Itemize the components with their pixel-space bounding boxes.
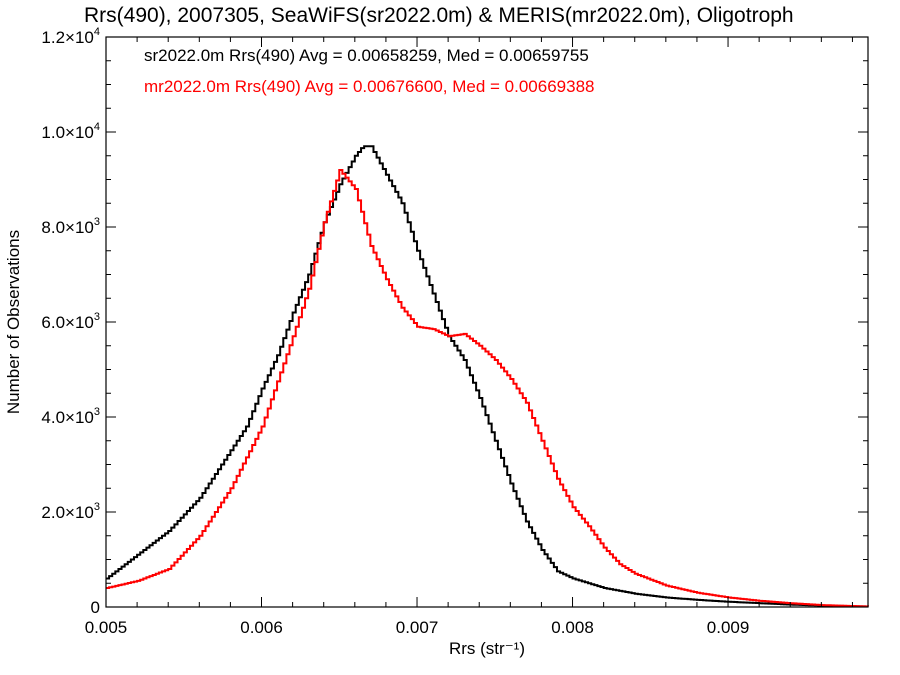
series-layer xyxy=(106,145,869,608)
legend-entry-sr2022: sr2022.0m Rrs(490) Avg = 0.00658259, Med… xyxy=(144,46,589,65)
tick-labels-layer: 0.005 0.006 0.007 0.008 0.009 0 2.0×103 4.0×103… xyxy=(41,26,749,637)
y-tick-label-4: 8.0×103 xyxy=(41,216,100,237)
x-tick-label-2: 0.007 xyxy=(396,618,439,637)
y-tick-label-0: 0 xyxy=(91,598,100,617)
x-tick-label-4: 0.009 xyxy=(707,618,750,637)
plot-frame xyxy=(105,36,869,608)
y-tick-label-6: 1.2×104 xyxy=(41,26,100,47)
x-tick-label-0: 0.005 xyxy=(85,618,128,637)
y-tick-label-2: 4.0×103 xyxy=(41,406,100,427)
x-tick-label-1: 0.006 xyxy=(240,618,283,637)
legend-entry-mr2022: mr2022.0m Rrs(490) Avg = 0.00676600, Med… xyxy=(144,77,595,96)
y-tick-label-3: 6.0×103 xyxy=(41,311,100,332)
ticks-layer xyxy=(105,36,868,608)
y-tick-label-1: 2.0×103 xyxy=(41,501,100,522)
series-line-0 xyxy=(106,145,869,608)
series-line-1 xyxy=(106,169,869,608)
y-axis-title: Number of Observations xyxy=(4,230,23,414)
x-axis-title: Rrs (str⁻¹) xyxy=(449,639,525,658)
x-tick-label-3: 0.008 xyxy=(551,618,594,637)
y-tick-label-5: 1.0×104 xyxy=(41,121,100,142)
chart-title: Rrs(490), 2007305, SeaWiFS(sr2022.0m) & … xyxy=(84,4,794,27)
